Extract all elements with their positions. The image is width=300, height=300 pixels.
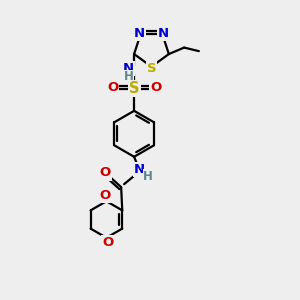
Text: O: O xyxy=(102,236,113,249)
Text: S: S xyxy=(129,81,140,96)
Text: N: N xyxy=(158,27,169,40)
Text: N: N xyxy=(123,62,134,75)
Text: H: H xyxy=(124,70,134,83)
Text: O: O xyxy=(107,81,118,94)
Text: O: O xyxy=(100,167,111,179)
Text: N: N xyxy=(134,163,145,176)
Text: N: N xyxy=(134,27,145,40)
Text: S: S xyxy=(147,61,156,75)
Text: O: O xyxy=(99,189,111,203)
Text: H: H xyxy=(143,170,153,183)
Text: O: O xyxy=(150,81,161,94)
